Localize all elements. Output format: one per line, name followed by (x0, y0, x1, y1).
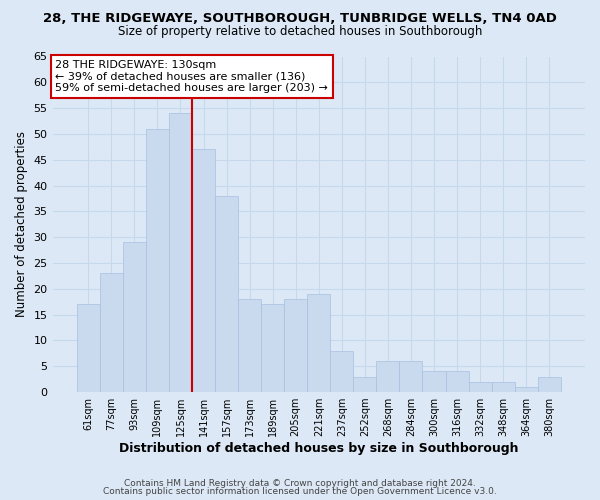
Bar (123, 242, 146, 392)
Bar (330, 351, 353, 392)
Bar (261, 304, 284, 392)
Bar (491, 382, 515, 392)
Bar (100, 274, 123, 392)
Bar (215, 196, 238, 392)
Bar (400, 361, 422, 392)
Bar (515, 387, 538, 392)
Text: Contains public sector information licensed under the Open Government Licence v3: Contains public sector information licen… (103, 487, 497, 496)
Y-axis label: Number of detached properties: Number of detached properties (15, 132, 28, 318)
Text: Contains HM Land Registry data © Crown copyright and database right 2024.: Contains HM Land Registry data © Crown c… (124, 478, 476, 488)
Bar (146, 129, 169, 392)
Bar (284, 299, 307, 392)
Text: Size of property relative to detached houses in Southborough: Size of property relative to detached ho… (118, 25, 482, 38)
X-axis label: Distribution of detached houses by size in Southborough: Distribution of detached houses by size … (119, 442, 518, 455)
Bar (469, 382, 491, 392)
Bar (77, 304, 100, 392)
Bar (538, 376, 561, 392)
Bar (376, 361, 400, 392)
Bar (307, 294, 330, 392)
Bar (353, 376, 376, 392)
Bar (422, 372, 446, 392)
Bar (446, 372, 469, 392)
Bar (192, 150, 215, 392)
Text: 28 THE RIDGEWAYE: 130sqm
← 39% of detached houses are smaller (136)
59% of semi-: 28 THE RIDGEWAYE: 130sqm ← 39% of detach… (55, 60, 328, 93)
Bar (169, 114, 192, 392)
Text: 28, THE RIDGEWAYE, SOUTHBOROUGH, TUNBRIDGE WELLS, TN4 0AD: 28, THE RIDGEWAYE, SOUTHBOROUGH, TUNBRID… (43, 12, 557, 26)
Bar (238, 299, 261, 392)
